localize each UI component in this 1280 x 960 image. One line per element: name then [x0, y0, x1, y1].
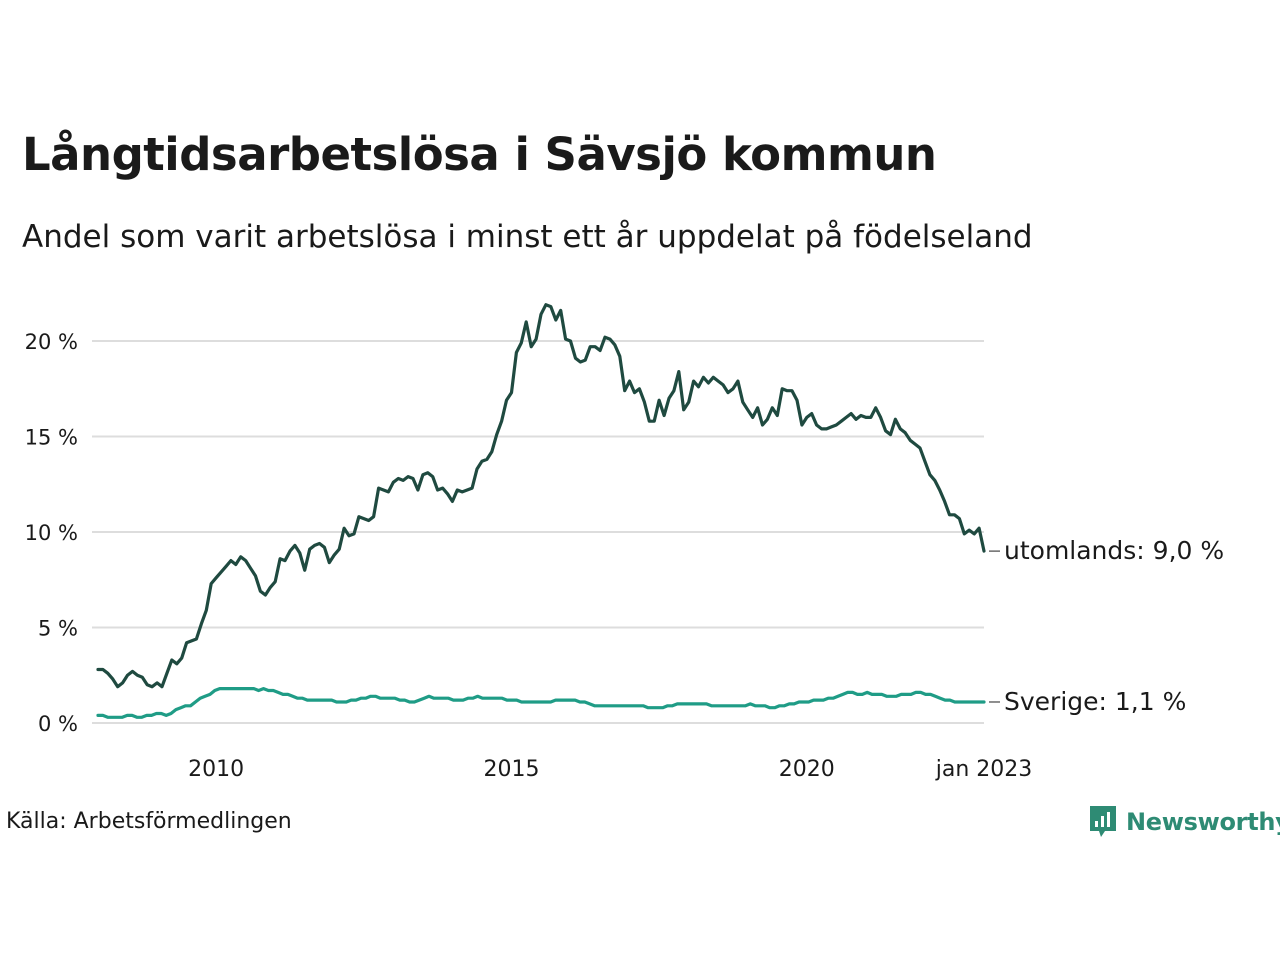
x-tick-label: jan 2023	[935, 757, 1033, 782]
x-axis: 2010 2015 2020 jan 2023	[188, 757, 1032, 782]
brand-name: Newsworthy	[1126, 808, 1280, 836]
series-end-labels: utomlands: 9,0 % Sverige: 1,1 %	[989, 536, 1224, 716]
x-tick-label: 2015	[483, 757, 539, 782]
y-tick-label: 20 %	[25, 330, 78, 354]
series-lines	[96, 303, 986, 719]
x-tick-label: 2020	[779, 757, 835, 782]
end-label-sverige: Sverige: 1,1 %	[1004, 687, 1186, 716]
line-chart: 0 %5 %10 %15 %20 % 2010 2015 2020 jan 2023 …	[25, 303, 1224, 782]
chart-title: Långtidsarbetslösa i Sävsjö kommun	[22, 128, 937, 181]
end-label-utomlands: utomlands: 9,0 %	[1004, 536, 1224, 565]
y-axis: 0 % 5 % 10 % 15 % 20 %	[25, 330, 78, 736]
y-tick-label: 5 %	[38, 617, 78, 641]
chart-subtitle: Andel som varit arbetslösa i minst ett å…	[22, 219, 1033, 255]
brand-logo: Newsworthy	[1088, 804, 1280, 840]
source-note: Källa: Arbetsförmedlingen	[6, 809, 292, 834]
grid-lines	[92, 340, 984, 724]
series-line-utomlands	[96, 303, 986, 689]
y-tick-label: 0 %	[38, 712, 78, 736]
newsworthy-logo-icon	[1090, 806, 1116, 837]
series-line-sverige	[96, 686, 986, 719]
x-tick-label: 2010	[188, 757, 244, 782]
y-tick-label: 15 %	[25, 426, 78, 450]
y-tick-label: 10 %	[25, 521, 78, 545]
